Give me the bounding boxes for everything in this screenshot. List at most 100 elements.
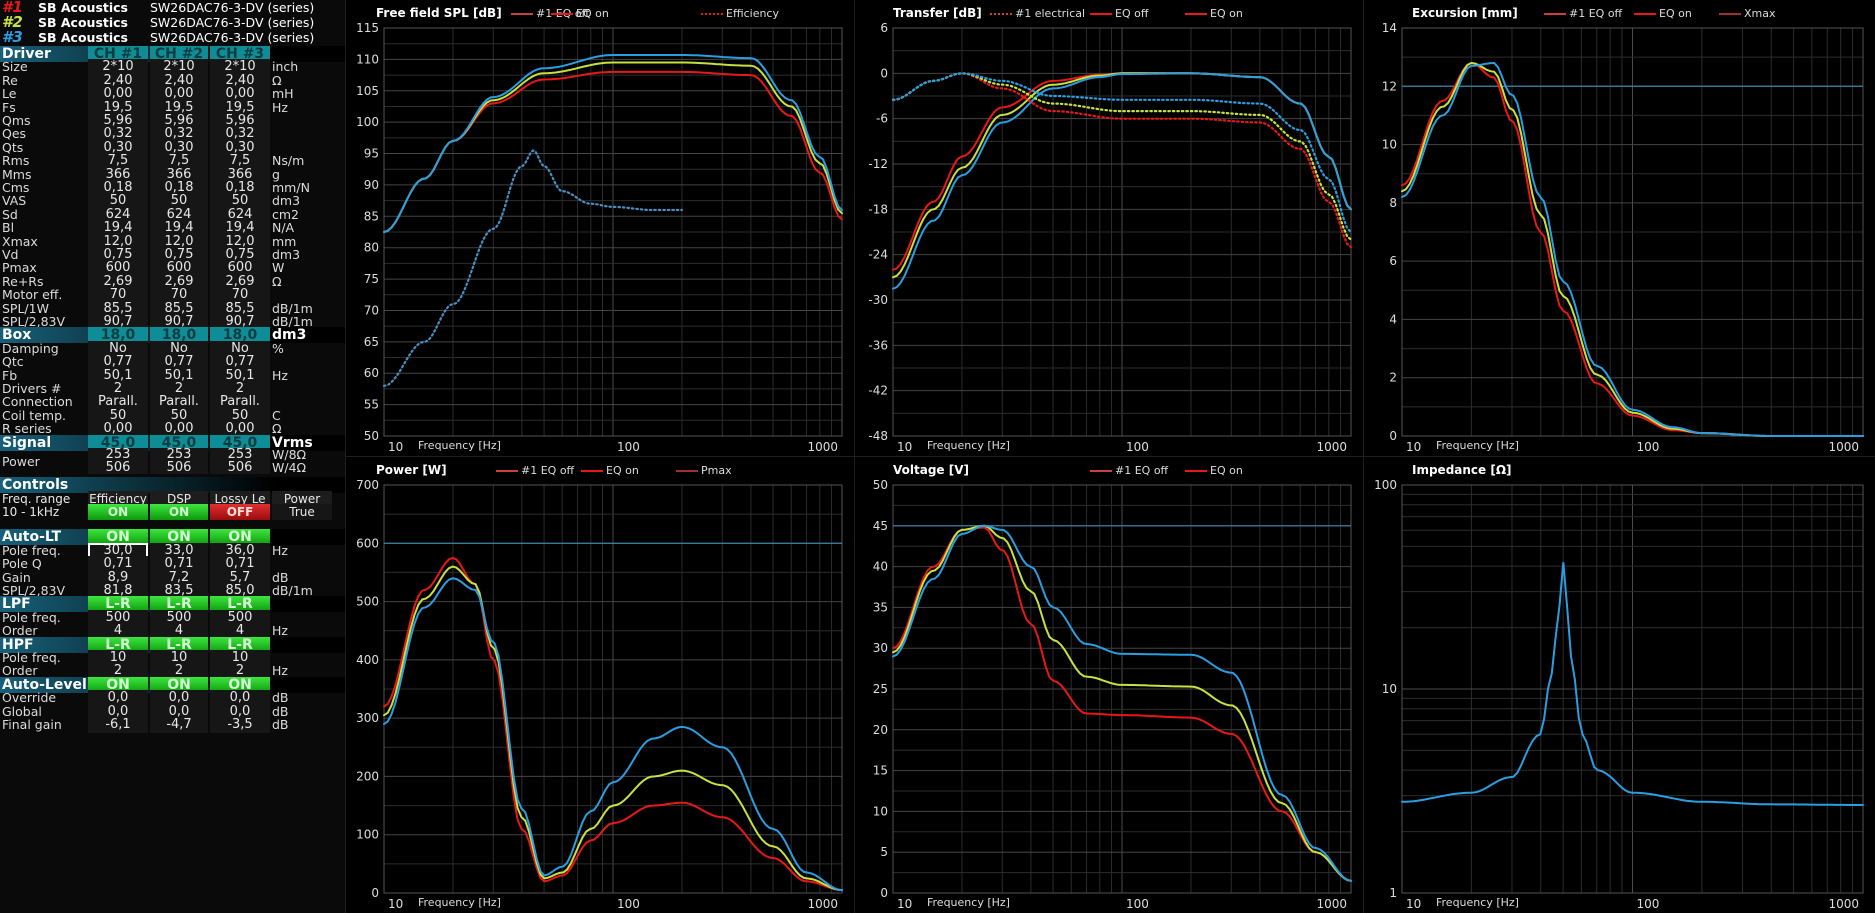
param-value[interactable]: ON xyxy=(150,529,208,546)
param-value[interactable]: 0,32 xyxy=(88,126,148,143)
param-value[interactable]: 5,96 xyxy=(150,113,208,129)
param-value[interactable]: 0,30 xyxy=(210,139,270,156)
param-value[interactable]: 50 xyxy=(150,193,208,210)
param-value[interactable]: ON xyxy=(150,676,208,693)
param-value[interactable]: 5,96 xyxy=(210,113,270,129)
param-value[interactable]: 624 xyxy=(88,206,148,223)
param-value[interactable]: 0,71 xyxy=(210,556,270,573)
param-value[interactable]: No xyxy=(88,340,148,357)
chart-excursion[interactable]: 0 2 4 6 8 10 12 14 10 100 1000 Frequency [Hz] Excurs… xyxy=(1364,0,1875,456)
param-value[interactable]: 2 xyxy=(210,663,270,680)
param-value[interactable]: 18,0 xyxy=(210,327,270,344)
param-value[interactable]: 0,32 xyxy=(210,126,270,143)
model-name[interactable]: SW26DAC76-3-DV (series) xyxy=(150,0,315,15)
model-name[interactable]: SW26DAC76-3-DV (series) xyxy=(150,15,315,30)
param-value[interactable]: 10 xyxy=(88,650,148,666)
control-value[interactable]: 10 - 1kHz xyxy=(2,505,60,520)
param-value[interactable]: 19,4 xyxy=(150,220,208,237)
param-value[interactable]: 10 xyxy=(210,650,270,666)
param-value[interactable]: 19,4 xyxy=(210,220,270,237)
param-value[interactable]: 2,40 xyxy=(88,72,148,89)
param-value[interactable]: 0,18 xyxy=(150,180,208,196)
param-value[interactable]: 0,0 xyxy=(150,703,208,720)
param-value[interactable]: 0,00 xyxy=(150,421,208,438)
param-value[interactable]: 45,0 xyxy=(150,434,208,451)
param-value[interactable]: 90,7 xyxy=(150,314,208,330)
param-value[interactable]: 2 xyxy=(88,381,148,397)
param-value[interactable]: ON xyxy=(210,676,270,693)
param-value[interactable]: 600 xyxy=(150,260,208,277)
param-value[interactable]: 624 xyxy=(150,206,208,223)
chart-impedance[interactable]: 1 10 100 10 100 1000 Frequency [Hz] Impedance [… xyxy=(1364,457,1875,913)
param-value[interactable]: 0,32 xyxy=(150,126,208,143)
param-value[interactable]: 36,0 xyxy=(210,542,270,559)
param-value[interactable]: 2,40 xyxy=(150,72,208,89)
param-value[interactable]: 0,30 xyxy=(150,139,208,156)
param-value[interactable]: 366 xyxy=(210,166,270,183)
param-value[interactable]: 19,5 xyxy=(150,99,208,116)
param-value[interactable]: ON xyxy=(210,529,270,546)
channel-row[interactable]: #2 SB Acoustics SW26DAC76-3-DV (series) xyxy=(0,15,345,31)
param-value[interactable]: 90,7 xyxy=(88,314,148,330)
chart-voltage[interactable]: 0 5 10 15 20 25 30 35 40 45 50 10 100 1000 Frequency [… xyxy=(855,457,1363,913)
param-value[interactable]: 50,1 xyxy=(210,367,270,384)
param-value[interactable]: 45,0 xyxy=(88,434,148,451)
param-value[interactable]: 0,71 xyxy=(150,556,208,573)
param-value[interactable]: No xyxy=(210,340,270,357)
param-value[interactable]: 0,77 xyxy=(88,354,148,371)
param-value[interactable]: 0,71 xyxy=(88,556,148,573)
param-value[interactable]: 4 xyxy=(88,623,148,640)
param-value[interactable]: 0,75 xyxy=(88,247,148,263)
param-value[interactable]: 85,5 xyxy=(210,300,270,317)
param-value[interactable]: 600 xyxy=(88,260,148,277)
param-value[interactable]: 0,75 xyxy=(150,247,208,263)
param-value[interactable]: 18,0 xyxy=(150,327,208,344)
param-value[interactable]: 2 xyxy=(210,381,270,397)
param-value[interactable]: -4,7 xyxy=(150,717,208,733)
param-value[interactable]: CH #1 xyxy=(88,46,148,62)
param-value[interactable]: 2,69 xyxy=(210,273,270,290)
param-value[interactable]: 85,0 xyxy=(210,583,270,599)
param-value[interactable]: 7,5 xyxy=(88,153,148,170)
param-value[interactable]: 500 xyxy=(150,609,208,626)
param-value[interactable]: 10 xyxy=(150,650,208,666)
param-value[interactable]: Parall. xyxy=(210,394,270,411)
param-value[interactable]: 0,00 xyxy=(210,86,270,103)
param-value[interactable]: 83,5 xyxy=(150,583,208,599)
param-value[interactable]: 19,5 xyxy=(210,99,270,116)
param-value[interactable]: 19,5 xyxy=(88,99,148,116)
chart-transfer[interactable]: -48 -42 -36 -30 -24 -18 -12 -6 0 6 10 100 1000 Freque… xyxy=(855,0,1363,456)
param-value[interactable]: 5,96 xyxy=(88,113,148,129)
param-value[interactable]: Parall. xyxy=(88,394,148,411)
param-value[interactable]: 2 xyxy=(150,381,208,397)
param-value[interactable]: 0,77 xyxy=(150,354,208,371)
param-value[interactable]: 50 xyxy=(210,193,270,210)
control-value[interactable]: ON xyxy=(150,504,208,521)
param-value[interactable]: L-R xyxy=(150,636,208,653)
param-value[interactable]: 2,69 xyxy=(150,273,208,290)
param-value[interactable]: 0,00 xyxy=(88,86,148,103)
param-value[interactable]: 2*10 xyxy=(150,59,208,76)
param-value[interactable]: -3,5 xyxy=(210,717,270,733)
param-value[interactable]: L-R xyxy=(150,596,208,613)
param-value[interactable]: 90,7 xyxy=(210,314,270,330)
param-value[interactable]: 70 xyxy=(88,287,148,304)
param-value[interactable]: 0,00 xyxy=(88,421,148,438)
param-value[interactable]: 50 xyxy=(150,407,208,424)
param-value[interactable]: Parall. xyxy=(150,394,208,411)
param-value[interactable]: CH #3 xyxy=(210,46,270,62)
param-value[interactable]: 7,5 xyxy=(150,153,208,170)
param-value[interactable]: 600 xyxy=(210,260,270,277)
param-value[interactable]: 4 xyxy=(210,623,270,640)
param-value[interactable]: 5,7 xyxy=(210,569,270,586)
param-value[interactable]: 70 xyxy=(150,287,208,304)
param-value[interactable]: 0,0 xyxy=(150,690,208,707)
param-value[interactable]: 8,9 xyxy=(88,569,148,586)
param-value[interactable]: 18,0 xyxy=(88,327,148,344)
param-value[interactable]: 70 xyxy=(210,287,270,304)
param-value[interactable]: -6,1 xyxy=(88,717,148,733)
chart-spl[interactable]: 50 55 60 65 70 75 80 85 90 95 100 105 110 115 10 100 100… xyxy=(346,0,854,456)
param-value[interactable]: 500 xyxy=(210,609,270,626)
param-value[interactable]: CH #2 xyxy=(150,46,208,62)
param-value[interactable]: L-R xyxy=(88,636,148,653)
